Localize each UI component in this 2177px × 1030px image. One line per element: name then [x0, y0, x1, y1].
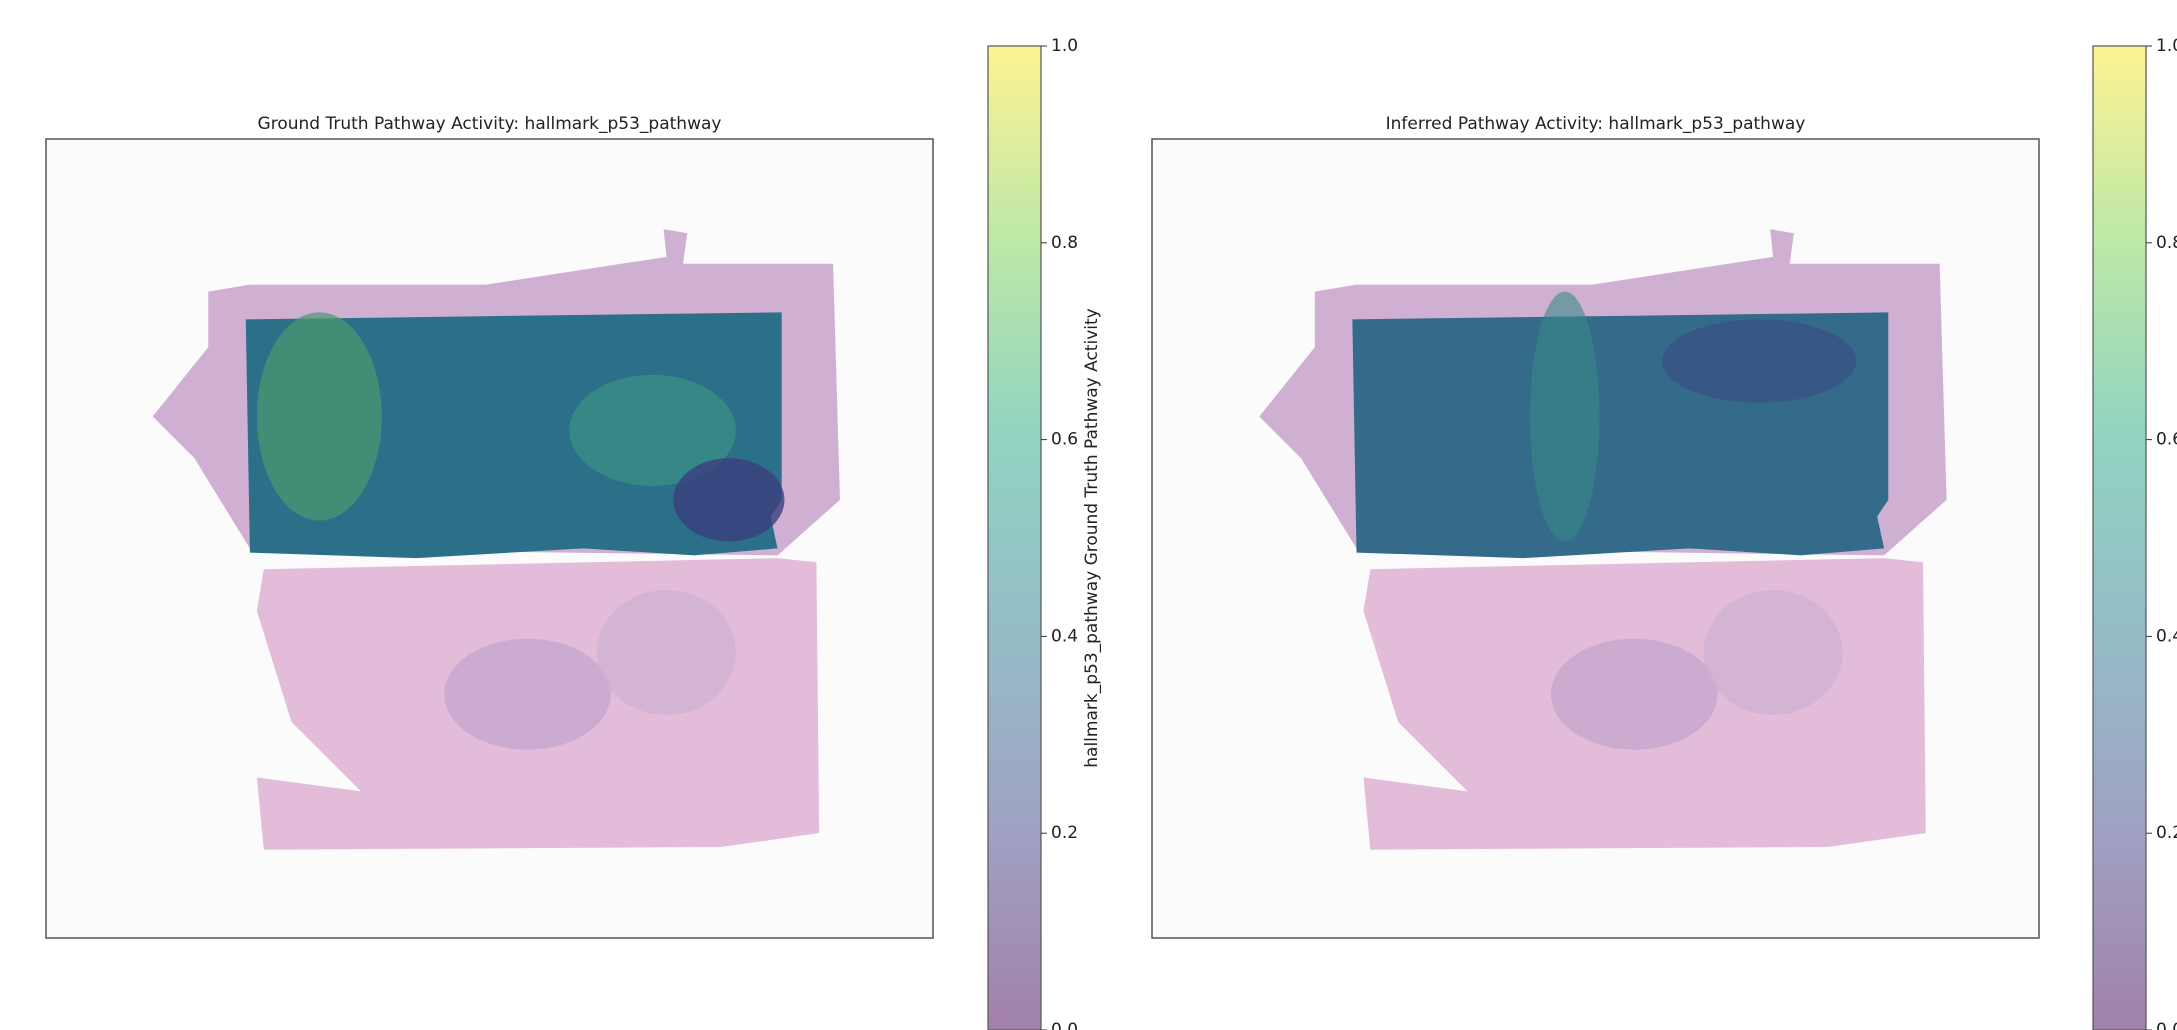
colorbar-tick-label: 0.4 [1051, 626, 1078, 646]
colorbar-tick-label: 0.6 [1051, 430, 1078, 450]
colorbar-tick-label: 0.2 [2156, 823, 2177, 843]
colorbar-tick-label: 0.0 [2156, 1020, 2177, 1030]
figure: Ground Truth Pathway Activity: hallmark_… [0, 0, 2177, 1030]
tissue-image [1152, 139, 2039, 939]
colorbar-tick-label: 0.8 [1051, 233, 1078, 253]
colorbar-tick-label: 0.8 [2156, 233, 2177, 253]
page: Ground Truth Pathway Activity: hallmark_… [0, 0, 2177, 1030]
colorbar-tick-label: 1.0 [2156, 36, 2177, 56]
colorbar-tick-label: 0.2 [1051, 823, 1078, 843]
colorbar-label: hallmark_p53_pathway Ground Truth Pathwa… [1082, 308, 1102, 767]
colorbar-tick-label: 0.6 [2156, 430, 2177, 450]
colorbar-tick-label: 1.0 [1051, 36, 1078, 56]
colorbar-tick-label: 0.0 [1051, 1020, 1078, 1030]
colorbar [2093, 46, 2146, 1030]
chart-title: Ground Truth Pathway Activity: hallmark_… [258, 114, 722, 134]
colorbar [988, 46, 1041, 1030]
colorbar-tick-label: 0.4 [2156, 626, 2177, 646]
chart-title: Inferred Pathway Activity: hallmark_p53_… [1386, 114, 1806, 134]
tissue-image [46, 139, 933, 939]
